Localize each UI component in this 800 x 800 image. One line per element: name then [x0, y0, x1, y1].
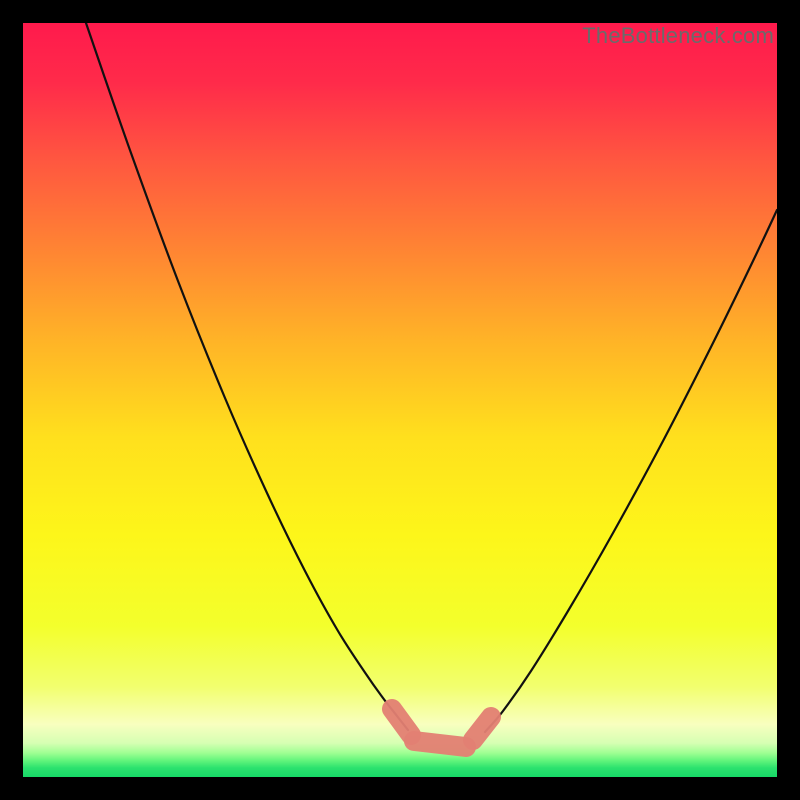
- right-bottleneck-curve: [485, 210, 777, 732]
- marker-capsule: [392, 709, 411, 735]
- plot-area: [23, 23, 777, 777]
- watermark-label: TheBottleneck.com: [582, 23, 774, 49]
- marker-capsule: [473, 717, 491, 740]
- left-bottleneck-curve: [86, 23, 408, 730]
- marker-capsule: [414, 741, 466, 747]
- chart-frame: TheBottleneck.com: [0, 0, 800, 800]
- optimal-zone-markers: [392, 709, 491, 747]
- curve-layer: [23, 23, 777, 777]
